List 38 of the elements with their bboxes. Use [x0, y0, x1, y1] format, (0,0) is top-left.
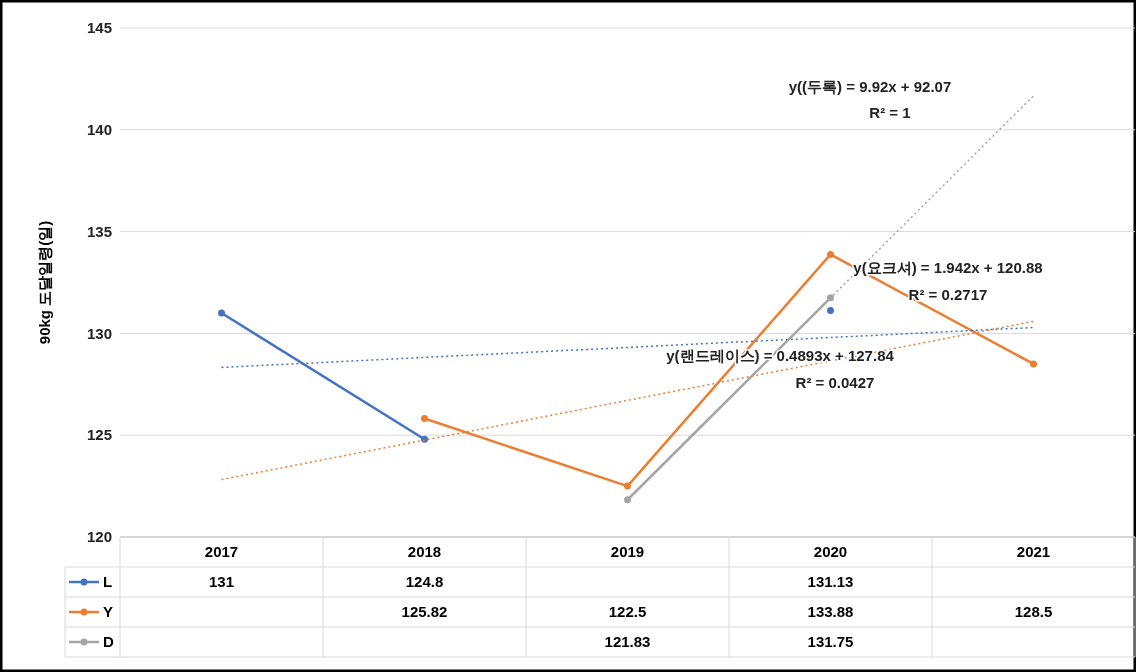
point: [218, 309, 225, 317]
point: [624, 482, 631, 490]
data-label: 131: [208, 573, 235, 591]
annotation: R² = 1: [869, 104, 911, 121]
point: [624, 496, 631, 504]
data-label: 131.13: [807, 573, 854, 591]
annotation: R² = 0.0427: [795, 374, 875, 391]
x-tick-label: 2020: [813, 543, 848, 561]
y-tick-label: 140: [86, 121, 112, 139]
x-tick-label: 2018: [407, 543, 442, 561]
annotation: y((두록) = 9.92x + 92.07: [788, 78, 952, 95]
data-label: 131.75: [807, 633, 854, 651]
y-tick-label: 125: [86, 426, 112, 444]
data-label: 133.88: [807, 603, 854, 621]
annotation: R² = 0.2717: [908, 286, 988, 303]
legend-label: D: [103, 633, 114, 651]
x-tick-label: 2017: [204, 543, 239, 561]
point: [421, 435, 428, 443]
point: [827, 306, 834, 314]
legend-label: L: [103, 573, 113, 591]
y-tick-label: 145: [86, 19, 112, 37]
data-label: 128.5: [1014, 603, 1053, 621]
data-label: 125.82: [401, 603, 448, 621]
point: [827, 294, 834, 302]
annotation: y(요크셔) = 1.942x + 120.88: [853, 259, 1043, 276]
x-tick-label: 2021: [1016, 543, 1051, 561]
point: [827, 250, 834, 258]
y-axis-title: 90kg 도달일령(일): [36, 220, 53, 345]
y-tick-label: 120: [86, 528, 112, 546]
data-label: 122.5: [608, 603, 647, 621]
data-label: 121.83: [604, 633, 651, 651]
legend-label: Y: [103, 603, 114, 621]
x-tick-label: 2019: [610, 543, 645, 561]
point: [421, 415, 428, 423]
point: [1030, 360, 1037, 368]
y-tick-label: 135: [86, 222, 112, 240]
y-tick-label: 130: [86, 324, 112, 342]
data-label: 124.8: [405, 573, 444, 591]
